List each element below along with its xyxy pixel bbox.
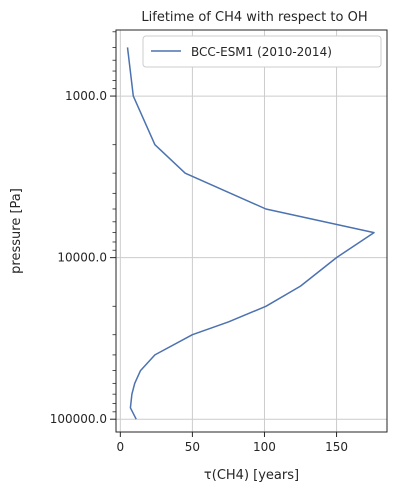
y-axis-ticks: 1000.0 10000.0 100000.0 <box>50 89 116 426</box>
y-tick-label: 1000.0 <box>65 89 107 103</box>
x-axis-ticks: 0 50 100 150 <box>117 432 348 454</box>
series-layer <box>126 47 375 420</box>
x-tick-label: 0 <box>117 440 125 454</box>
legend-label: BCC-ESM1 (2010-2014) <box>191 45 332 59</box>
x-tick-label: 150 <box>325 440 348 454</box>
x-tick-label: 100 <box>253 440 276 454</box>
x-tick-label: 50 <box>185 440 200 454</box>
y-tick-label: 100000.0 <box>50 412 107 426</box>
y-minor-ticks <box>112 31 116 413</box>
x-axis-label: τ(CH4) [years] <box>204 468 299 483</box>
y-axis-label: pressure [Pa] <box>9 188 24 274</box>
plot-frame <box>115 29 388 433</box>
chart-title: Lifetime of CH4 with respect to OH <box>141 10 367 25</box>
legend: BCC-ESM1 (2010-2014) <box>142 35 382 68</box>
series-line <box>126 47 375 420</box>
y-tick-label: 10000.0 <box>57 251 107 265</box>
legend-box <box>142 35 382 68</box>
grid <box>116 30 387 432</box>
